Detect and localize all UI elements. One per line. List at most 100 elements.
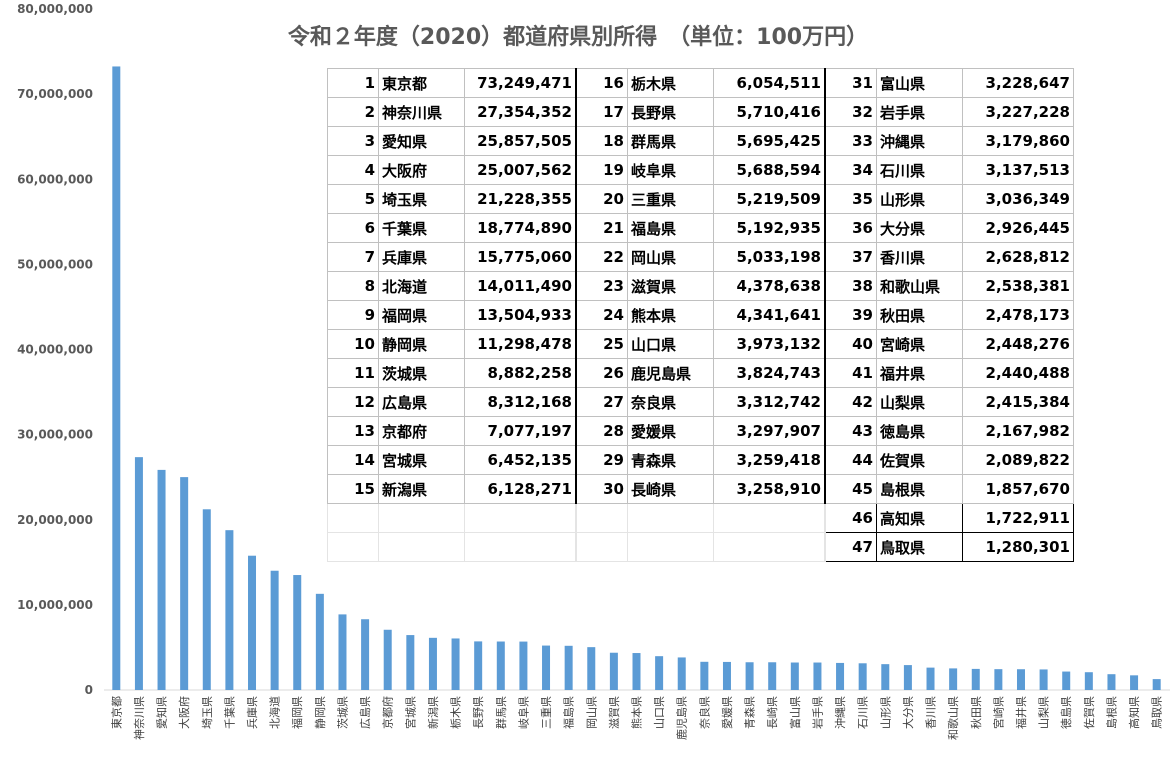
bar [836,662,845,690]
table-cell-name: 石川県 [876,155,963,185]
x-tick-label: 富山県 [788,696,802,729]
table-cell-rank: 1 [327,68,379,98]
bar [383,629,392,690]
bar [655,656,664,690]
table-cell-value: 4,341,641 [713,300,826,330]
table-cell-value: 2,415,384 [962,387,1074,417]
x-tick-label: 埼玉県 [200,696,214,729]
bar [903,665,912,690]
table-row: 7 兵庫県 15,775,060 22 岡山県 5,033,198 37 香川県 2,628,8… [327,242,1074,272]
x-tick-label: 鳥取県 [1150,696,1164,729]
x-tick-label: 熊本県 [630,696,644,729]
table-cell-value: 3,227,228 [962,97,1074,127]
bar [881,664,890,690]
table-cell-value: 2,538,381 [962,271,1074,301]
x-tick-label: 三重県 [539,696,553,729]
bar [1107,674,1116,690]
bar [632,653,641,690]
y-tick-label: 60,000,000 [17,172,93,186]
bar [1016,669,1025,690]
x-tick-label: 福島県 [562,696,576,729]
table-cell-name: 愛知県 [378,126,465,156]
table-cell-rank: 26 [575,358,628,388]
table-row: 15 新潟県 6,128,271 30 長崎県 3,258,910 45 島根県 1,857,6… [327,474,1074,504]
x-tick-label: 北海道 [268,696,282,729]
table-cell-name: 京都府 [378,416,465,446]
y-tick-label: 70,000,000 [17,87,93,101]
table-cell-value: 3,259,418 [713,445,826,475]
x-tick-label: 高知県 [1127,696,1141,729]
table-cell-value: 3,312,742 [713,387,826,417]
bar [1084,672,1093,690]
table-cell-name: 茨城県 [378,358,465,388]
table-row: 1 東京都 73,249,471 16 栃木県 6,054,511 31 富山県 3,228,6… [327,68,1074,98]
table-cell-value: 3,036,349 [962,184,1074,214]
x-tick-label: 山口県 [653,696,666,729]
bar [270,570,279,690]
table-cell-value: 2,926,445 [962,213,1074,243]
table-cell-name: 三重県 [627,184,714,214]
x-axis: 東京都 神奈川県 愛知県 大阪府 埼玉県 千葉県 兵庫県 北海道 福岡県 静岡県 茨城県 広島県 京都府… [109,696,1163,740]
table-cell-value: 7,077,197 [464,416,577,446]
bar [994,669,1003,690]
y-tick-label: 80,000,000 [17,2,93,16]
table-cell-empty [464,532,577,562]
table-row: 47 鳥取県 1,280,301 [327,532,1074,562]
table-cell-rank: 28 [575,416,628,446]
table-cell-rank: 35 [824,184,877,214]
table-cell-value: 3,228,647 [962,68,1074,98]
bar [745,662,754,690]
bar [134,457,143,690]
table-cell-name: 奈良県 [627,387,714,417]
bar [293,575,302,690]
table-cell-rank: 47 [824,532,877,562]
table-cell-value: 25,857,505 [464,126,577,156]
table-cell-rank: 12 [327,387,379,417]
table-cell-value: 8,312,168 [464,387,577,417]
table-cell-rank: 10 [327,329,379,359]
table-cell-name: 香川県 [876,242,963,272]
x-tick-label: 山梨県 [1037,696,1051,729]
table-cell-rank: 45 [824,474,877,504]
x-tick-label: 石川県 [857,696,870,729]
x-tick-label: 岐阜県 [517,696,530,729]
bar [768,662,777,690]
table-cell-value: 5,192,935 [713,213,826,243]
table-cell-rank: 44 [824,445,877,475]
table-cell-name: 山形県 [876,184,963,214]
table-cell-empty [575,503,628,533]
bar [315,593,324,690]
bar [858,663,867,690]
table-cell-value: 27,354,352 [464,97,577,127]
y-axis: 0 10,000,000 20,000,000 30,000,000 40,000,00… [17,2,93,697]
table-cell-rank: 33 [824,126,877,156]
table-cell-name: 東京都 [378,68,465,98]
table-cell-value: 2,448,276 [962,329,1074,359]
x-tick-label: 宮崎県 [991,696,1005,729]
table-cell-rank: 16 [575,68,628,98]
table-cell-rank: 20 [575,184,628,214]
table-cell-value: 18,774,890 [464,213,577,243]
table-cell-rank: 37 [824,242,877,272]
table-cell-rank: 27 [575,387,628,417]
y-tick-label: 0 [85,683,93,697]
table-cell-rank: 42 [824,387,877,417]
table-cell-rank: 40 [824,329,877,359]
x-tick-label: 新潟県 [426,696,440,729]
table-cell-value: 3,973,132 [713,329,826,359]
bar-series [112,66,1161,690]
table-row: 8 北海道 14,011,490 23 滋賀県 4,378,638 38 和歌山県 2,538,… [327,271,1074,301]
table-cell-name: 長野県 [627,97,714,127]
bar [971,668,980,690]
bar [564,645,573,690]
table-cell-empty [327,532,379,562]
table-cell-rank: 4 [327,155,379,185]
table-cell-empty [713,532,826,562]
table-cell-empty [378,532,465,562]
bar [542,645,551,690]
table-cell-name: 高知県 [876,503,963,533]
table-cell-empty [627,532,714,562]
table-cell-name: 岐阜県 [627,155,714,185]
table-cell-rank: 8 [327,271,379,301]
